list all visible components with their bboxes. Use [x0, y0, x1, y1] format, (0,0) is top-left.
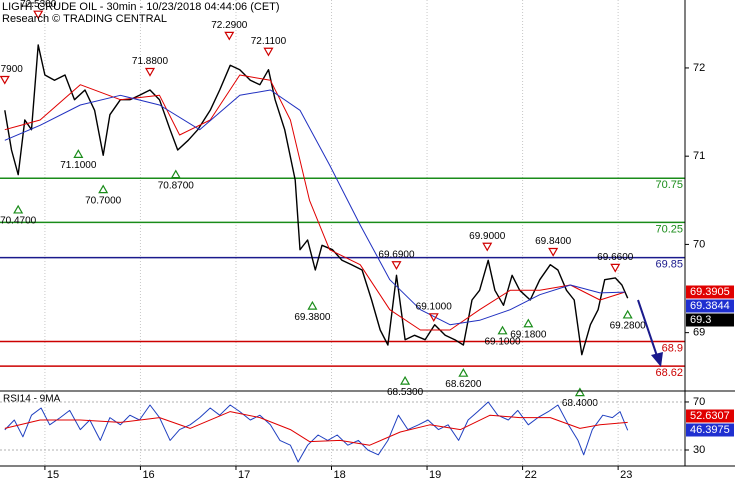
pivot-marker [170, 169, 181, 179]
price-tag-box [686, 299, 734, 313]
pivot-label: 71.1000 [60, 160, 97, 171]
level-label: 68.9 [662, 342, 683, 354]
series-line [4, 401, 629, 463]
price-tag-box [686, 285, 734, 299]
price-panel: 69 70 71 72 70.75 70.25 69.85 68.9 68.62 71.7900 7… [0, 0, 734, 409]
pivot-label: 69.1000 [484, 336, 521, 347]
pivot-label: 69.3800 [294, 312, 331, 323]
x-tick-label: 19 [429, 469, 441, 480]
y-tick-label: 71 [693, 150, 705, 162]
pivot-marker [0, 75, 10, 85]
pivot-label: 68.6200 [445, 379, 482, 390]
pivot-label: 68.5300 [387, 387, 424, 398]
series-line [4, 411, 628, 446]
pivot-label: 69.8400 [535, 236, 572, 247]
pivot-label: 69.9000 [469, 231, 506, 242]
pivot-label: 68.4000 [562, 398, 599, 409]
series-line [4, 44, 629, 356]
pivot-marker [400, 375, 411, 385]
level-label: 70.75 [655, 179, 683, 191]
pivot-marker [263, 47, 274, 57]
price-tag-label: 46.3975 [690, 424, 730, 436]
x-tick-label: 23 [620, 469, 632, 480]
price-tag-box [686, 423, 734, 437]
pivot-label: 69.1000 [416, 301, 453, 312]
pivot-label: 72.2900 [211, 20, 248, 31]
pivot-marker [13, 204, 24, 214]
pivot-marker [574, 387, 585, 397]
x-tick-label: 16 [142, 469, 154, 480]
y-tick-label: 69 [693, 327, 705, 339]
arrow-head [651, 352, 663, 367]
rsi-title: RSI14 - 9MA [3, 394, 61, 405]
pivot-marker [497, 325, 508, 335]
chart-title: LIGHT CRUDE OIL - 30min - 10/23/2018 04:… [2, 1, 280, 13]
pivot-label: 70.8700 [158, 180, 195, 191]
y-tick-label: 70 [693, 396, 705, 408]
pivot-label: 71.7900 [0, 64, 23, 75]
pivot-marker [144, 67, 156, 77]
y-tick-label: 70 [693, 238, 705, 250]
arrow-shaft [637, 299, 658, 357]
level-label: 70.25 [655, 223, 683, 235]
x-tick-label: 15 [47, 469, 59, 480]
pivot-label: 72.5300 [20, 0, 57, 10]
series-line [4, 89, 625, 326]
pivot-label: 69.1800 [510, 329, 547, 340]
pivot-marker [428, 313, 439, 323]
pivot-marker [548, 247, 559, 257]
pivot-label: 70.4700 [0, 216, 37, 227]
pivot-marker [610, 263, 621, 273]
price-tag-label: 69.3905 [690, 286, 730, 298]
x-tick-label: 18 [334, 469, 346, 480]
pivot-label: 69.2800 [610, 321, 647, 332]
pivot-marker [224, 31, 235, 41]
price-tag-label: 69.3844 [690, 300, 730, 312]
pivot-marker [458, 367, 469, 377]
price-tag-box [686, 313, 734, 327]
series-line [4, 74, 625, 331]
y-tick-label: 30 [693, 444, 705, 456]
rsi-panel: 30 70 52.6307 46.3975 [0, 392, 734, 465]
pivot-marker [73, 149, 84, 158]
pivot-label: 71.8800 [132, 56, 169, 67]
pivot-label: 72.1100 [251, 36, 287, 47]
pivot-marker [33, 10, 44, 20]
pivot-marker [307, 300, 318, 310]
pivot-marker [482, 242, 493, 252]
pivot-label: 69.6600 [597, 252, 634, 263]
price-tag-label: 52.6307 [690, 410, 730, 422]
level-label: 69.85 [655, 259, 683, 271]
chart-subtitle: Research © TRADING CENTRAL [2, 13, 167, 25]
level-label: 68.62 [655, 367, 683, 379]
forecast-arrow [637, 299, 663, 367]
pivot-marker [391, 261, 402, 270]
y-tick-label: 72 [693, 62, 705, 74]
pivot-label: 69.6900 [378, 249, 415, 260]
pivot-marker [622, 309, 633, 319]
x-tick-label: 17 [238, 469, 250, 480]
pivot-label: 70.7000 [85, 195, 122, 206]
pivot-marker [98, 184, 109, 194]
pivot-marker [523, 318, 534, 328]
price-tag-label: 69.3 [690, 314, 711, 326]
x-tick-label: 22 [525, 469, 537, 480]
price-tag-box [686, 409, 734, 423]
